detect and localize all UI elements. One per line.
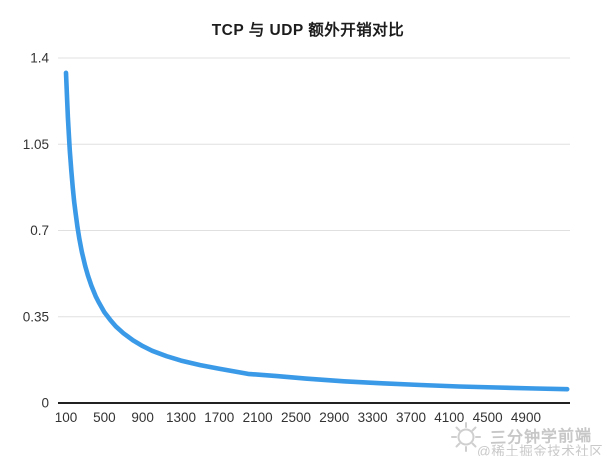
y-tick-label: 0.35 (23, 309, 49, 324)
x-tick-label: 1300 (166, 410, 196, 425)
x-tick-label: 900 (131, 410, 154, 425)
x-tick-label: 1700 (204, 410, 234, 425)
y-tick-label: 0 (41, 396, 49, 411)
y-tick-label: 0.7 (30, 223, 49, 238)
chart-title: TCP 与 UDP 额外开销对比 (211, 22, 405, 39)
x-tick-label: 500 (93, 410, 116, 425)
x-tick-label: 3300 (358, 410, 388, 425)
x-tick-label: 3700 (396, 410, 426, 425)
x-tick-label: 2100 (243, 410, 273, 425)
x-tick-label: 2500 (281, 410, 311, 425)
overhead-curve (63, 70, 570, 392)
x-tick-label: 4500 (473, 410, 503, 425)
x-tick-label: 4900 (511, 410, 541, 425)
y-tick-label: 1.05 (23, 137, 49, 152)
x-tick-label: 2900 (319, 410, 349, 425)
x-tick-label: 100 (55, 410, 78, 425)
y-tick-label: 1.4 (30, 51, 49, 66)
x-tick-label: 4100 (434, 410, 464, 425)
